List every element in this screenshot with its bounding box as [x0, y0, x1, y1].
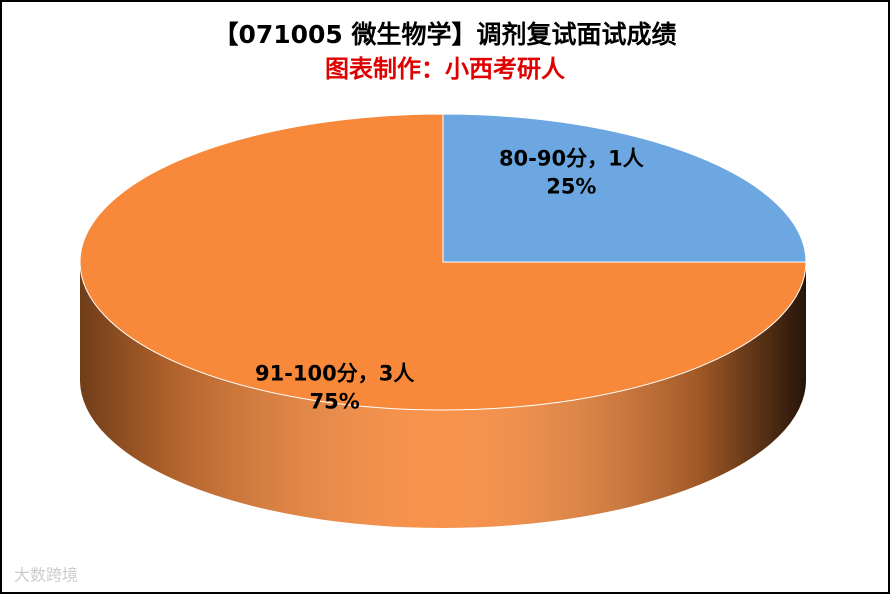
data-label-category: 91-100分，3人 [255, 361, 414, 385]
data-label-category: 80-90分，1人 [499, 147, 644, 171]
pie: 80-90分，1人 25% 91-100分，3人 75% [79, 113, 807, 528]
data-label-value: 75% [310, 389, 360, 413]
slice [442, 113, 807, 263]
data-label-value: 25% [546, 175, 596, 199]
chart-title: 【071005 微生物学】调剂复试面试成绩 [213, 20, 676, 49]
watermark: 大数跨境 [14, 566, 78, 585]
slice [79, 113, 807, 411]
chart-subtitle: 图表制作：小西考研人 [325, 55, 565, 83]
slice-side-shade [80, 262, 806, 528]
